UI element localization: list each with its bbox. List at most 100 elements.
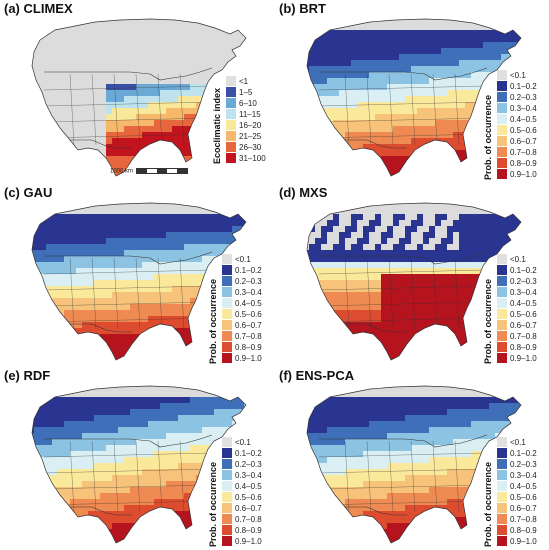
panel-gau: (c) GAU <0.1 0.1–0.2 0.2–0.3 0.3–0.4 0.4–0.5…	[0, 184, 274, 367]
legend-entry: 0.8–0.9	[497, 525, 537, 535]
legend-swatch	[222, 459, 232, 469]
legend-label: 0.3–0.4	[510, 103, 537, 113]
legend-entry: 0.5–0.6	[222, 492, 262, 502]
legend-label: 0.1–0.2	[510, 81, 537, 91]
legend-swatch	[497, 114, 507, 124]
legend-title: Prob. of occurrence	[208, 278, 218, 364]
panel-title: (a) CLIMEX	[4, 1, 73, 16]
legend-swatch	[222, 437, 232, 447]
legend-entry: 0.4–0.5	[497, 298, 537, 308]
legend-label: 1–5	[239, 87, 253, 97]
legend-entry: 0.7–0.8	[497, 514, 537, 524]
legend-swatch	[497, 525, 507, 535]
legend-label: 0.3–0.4	[510, 470, 537, 480]
legend-entry: 0.9–1.0	[497, 536, 537, 546]
legend-label: 31–100	[239, 153, 266, 163]
legend-swatch	[497, 158, 507, 168]
legend-label: 0.4–0.5	[510, 114, 537, 124]
legend-entry: 0.3–0.4	[497, 287, 537, 297]
border-line	[319, 251, 488, 265]
legend-entry: 0.9–1.0	[222, 353, 262, 363]
border-line	[70, 506, 132, 516]
legend-entry: 0.6–0.7	[497, 320, 537, 330]
panel-climex: (a) CLIMEX <1 1–5 6–10 11–15 16–20 21–25 26–30…	[0, 0, 274, 183]
legend-entry: 16–20	[226, 120, 261, 130]
legend-entry: 0.7–0.8	[497, 147, 537, 157]
legend-label: 0.6–0.7	[235, 320, 262, 330]
legend-entry: <0.1	[497, 437, 526, 447]
scale-bar: 1000 km	[110, 168, 189, 175]
legend-swatch	[226, 76, 236, 86]
legend-label: 0.8–0.9	[510, 158, 537, 168]
legend-swatch	[222, 353, 232, 363]
legend-entry: 0.6–0.7	[497, 503, 537, 513]
legend-entry: 0.9–1.0	[497, 353, 537, 363]
border-line	[345, 323, 407, 333]
legend-label: 0.9–1.0	[235, 536, 262, 546]
legend-label: 0.3–0.4	[235, 287, 262, 297]
legend-entry: <0.1	[222, 254, 251, 264]
coastline	[31, 202, 247, 361]
legend-swatch	[222, 276, 232, 286]
legend-swatch	[222, 342, 232, 352]
legend-swatch	[497, 265, 507, 275]
map-mxs	[306, 202, 522, 361]
legend-swatch	[497, 459, 507, 469]
legend-swatch	[497, 331, 507, 341]
legend-swatch	[226, 153, 236, 163]
legend-swatch	[222, 309, 232, 319]
legend-swatch	[222, 525, 232, 535]
legend-label: 16–20	[239, 120, 262, 130]
panel-title: (b) BRT	[279, 1, 326, 16]
coastline	[31, 385, 247, 544]
legend-label: 0.1–0.2	[510, 265, 537, 275]
border-line	[345, 139, 407, 149]
legend-entry: 0.4–0.5	[222, 298, 262, 308]
legend-label: 0.7–0.8	[235, 514, 262, 524]
legend-swatch	[222, 287, 232, 297]
legend-swatch	[226, 109, 236, 119]
legend-label: 0.6–0.7	[510, 503, 537, 513]
legend-entry: 1–5	[226, 87, 252, 97]
legend-entry: 0.8–0.9	[497, 158, 537, 168]
legend-entry: 0.1–0.2	[222, 265, 262, 275]
legend-swatch	[497, 514, 507, 524]
legend-label: 0.9–1.0	[510, 536, 537, 546]
legend-swatch	[497, 353, 507, 363]
legend-entry: 0.4–0.5	[497, 114, 537, 124]
map-brt	[306, 18, 522, 177]
legend-swatch	[497, 309, 507, 319]
legend-swatch	[222, 254, 232, 264]
legend-swatch	[226, 142, 236, 152]
legend-swatch	[497, 470, 507, 480]
panel-rdf: (e) RDF <0.1 0.1–0.2 0.2–0.3 0.3–0.4 0.4–0.5…	[0, 367, 274, 550]
legend-entry: 26–30	[226, 142, 261, 152]
legend-label: 26–30	[239, 142, 262, 152]
legend-label: 0.9–1.0	[510, 353, 537, 363]
legend-entry: 0.5–0.6	[497, 125, 537, 135]
legend-entry: 0.4–0.5	[497, 481, 537, 491]
legend-swatch	[222, 470, 232, 480]
legend-entry: 0.8–0.9	[222, 525, 262, 535]
legend-entry: 0.4–0.5	[222, 481, 262, 491]
coastline	[306, 18, 522, 177]
legend-swatch	[222, 298, 232, 308]
legend-swatch	[497, 298, 507, 308]
legend-label: 0.8–0.9	[235, 525, 262, 535]
panel-brt: (b) BRT <0.1 0.1–0.2 0.2–0.3 0.3–0.4 0.4–0.5…	[275, 0, 549, 183]
legend-label: 0.7–0.8	[235, 331, 262, 341]
legend-entry: 0.2–0.3	[222, 459, 262, 469]
legend-label: 0.5–0.6	[235, 492, 262, 502]
legend-entry: 0.6–0.7	[222, 503, 262, 513]
legend-swatch	[497, 448, 507, 458]
legend-label: 0.7–0.8	[510, 331, 537, 341]
legend-label: 0.4–0.5	[235, 481, 262, 491]
legend-entry: 11–15	[226, 109, 261, 119]
legend-swatch	[497, 437, 507, 447]
legend-label: 0.1–0.2	[235, 448, 262, 458]
legend-label: 0.2–0.3	[510, 459, 537, 469]
legend-entry: 0.3–0.4	[222, 470, 262, 480]
legend-entry: 0.3–0.4	[222, 287, 262, 297]
legend-swatch	[497, 147, 507, 157]
legend-entry: 31–100	[226, 153, 266, 163]
